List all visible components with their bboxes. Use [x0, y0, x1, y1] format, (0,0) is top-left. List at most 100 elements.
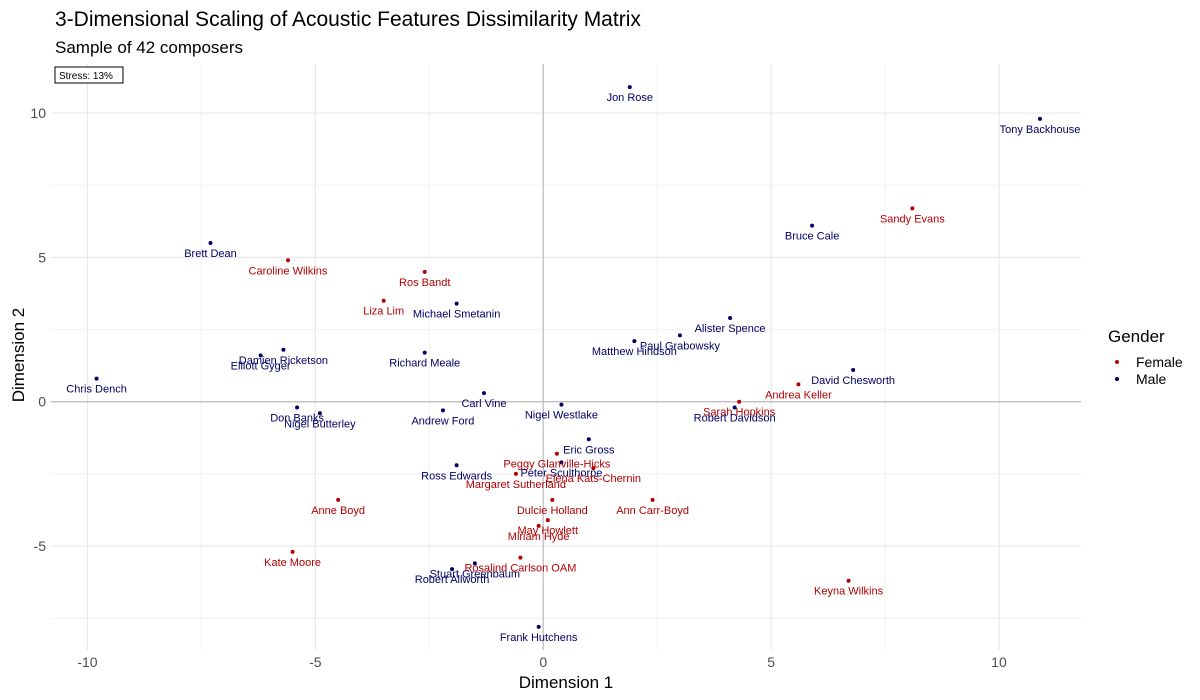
data-label: Andrea Keller: [765, 389, 832, 401]
data-point: [381, 298, 386, 303]
data-label: Caroline Wilkins: [249, 265, 328, 277]
data-label: Stuart Greenbaum: [430, 568, 521, 580]
data-point: [550, 497, 555, 502]
data-point: [1037, 116, 1042, 121]
data-label: Peter Sculthorpe: [520, 467, 602, 479]
x-axis-title: Dimension 1: [519, 673, 614, 692]
data-label: Alister Spence: [695, 323, 766, 335]
data-label: Peggy Glanville-Hicks: [503, 459, 610, 471]
data-label: Paul Grabowsky: [640, 340, 721, 352]
legend-key-male: [1115, 377, 1119, 381]
data-point: [728, 316, 733, 321]
data-labels: Jon Rose Tony Backhouse Sandy Evans Bruce C…: [66, 92, 1080, 644]
data-label: Chris Dench: [66, 384, 127, 396]
data-point: [677, 333, 682, 338]
y-axis-ticks: -5 0 5 10: [30, 105, 46, 554]
data-point: [285, 258, 290, 263]
data-label: Dulcie Holland: [517, 505, 588, 517]
data-point: [336, 497, 341, 502]
data-point: [586, 437, 591, 442]
data-label: Bruce Cale: [785, 231, 839, 243]
data-label: Robert Allworth: [415, 574, 490, 586]
data-point: [290, 549, 295, 554]
data-label: Rosalind Carlson OAM: [464, 563, 576, 575]
chart-subtitle: Sample of 42 composers: [55, 38, 243, 57]
data-label: Damien Ricketson: [239, 355, 328, 367]
data-label: Anne Boyd: [311, 505, 365, 517]
data-label: Kate Moore: [264, 557, 321, 569]
chart-title: 3-Dimensional Scaling of Acoustic Featur…: [55, 8, 641, 31]
data-point: [846, 578, 851, 583]
data-point: [559, 460, 564, 465]
data-label: Eric Gross: [563, 444, 615, 456]
data-label: Tony Backhouse: [1000, 124, 1081, 136]
data-point: [910, 206, 915, 211]
x-tick-label: -5: [309, 654, 322, 670]
y-tick-label: 10: [30, 105, 46, 121]
data-label: Frank Hutchens: [500, 632, 578, 644]
x-tick-label: 5: [767, 654, 775, 670]
data-label: Sarah Hopkins: [703, 407, 776, 419]
data-point: [281, 347, 286, 352]
grid-minor: [51, 64, 1081, 650]
legend-label-male: Male: [1136, 371, 1167, 387]
legend-title: Gender: [1108, 327, 1165, 346]
data-label: Keyna Wilkins: [814, 586, 884, 598]
data-point: [559, 402, 564, 407]
data-label: Sandy Evans: [880, 213, 945, 225]
data-point: [454, 301, 459, 306]
data-point: [796, 382, 801, 387]
zero-lines: [51, 64, 1081, 650]
y-tick-label: -5: [34, 538, 47, 554]
data-point: [454, 463, 459, 468]
data-label: Carl Vine: [461, 398, 506, 410]
data-point: [536, 523, 541, 528]
x-tick-label: 0: [539, 654, 547, 670]
data-label: Elliott Gyger: [231, 361, 291, 373]
data-point: [317, 411, 322, 416]
data-point: [295, 405, 300, 410]
x-axis-ticks: -10 -5 0 5 10: [77, 654, 1007, 670]
data-label: May Howlett: [518, 525, 579, 537]
data-label: Elena Kats-Chernin: [546, 473, 641, 485]
data-label: Matthew Hindson: [592, 346, 677, 358]
data-point: [810, 223, 815, 228]
data-label: Jon Rose: [607, 92, 653, 104]
data-point: [554, 451, 559, 456]
data-point: [208, 240, 213, 245]
stress-box: [54, 66, 124, 84]
data-point: [737, 399, 742, 404]
data-label: Miriam Hyde: [508, 531, 570, 543]
data-point: [472, 561, 477, 566]
legend: Gender Female Male: [1108, 327, 1183, 387]
data-label: Margaret Sutherland: [466, 479, 566, 491]
data-points: [94, 85, 1042, 629]
data-point: [650, 497, 655, 502]
data-label: Richard Meale: [389, 358, 460, 370]
y-tick-label: 0: [38, 394, 46, 410]
data-label: Robert Davidson: [694, 413, 776, 425]
data-point: [450, 567, 455, 572]
data-label: Don Banks: [270, 413, 324, 425]
data-point: [536, 624, 541, 629]
data-label: Ros Bandt: [399, 277, 450, 289]
data-point: [627, 85, 632, 90]
data-point: [422, 269, 427, 274]
data-point: [440, 408, 445, 413]
data-point: [732, 405, 737, 410]
data-point: [591, 466, 596, 471]
data-label: Ann Carr-Boyd: [616, 505, 689, 517]
stress-annotation: Stress: 13%: [59, 71, 113, 82]
data-point: [513, 471, 518, 476]
y-tick-label: 5: [38, 249, 46, 265]
data-point: [851, 367, 856, 372]
x-tick-label: -10: [77, 654, 97, 670]
data-point: [545, 518, 550, 523]
data-point: [632, 339, 637, 344]
data-point: [481, 391, 486, 396]
legend-key-female: [1115, 360, 1119, 364]
x-tick-label: 10: [991, 654, 1007, 670]
data-label: Brett Dean: [184, 248, 237, 260]
data-point: [518, 555, 523, 560]
